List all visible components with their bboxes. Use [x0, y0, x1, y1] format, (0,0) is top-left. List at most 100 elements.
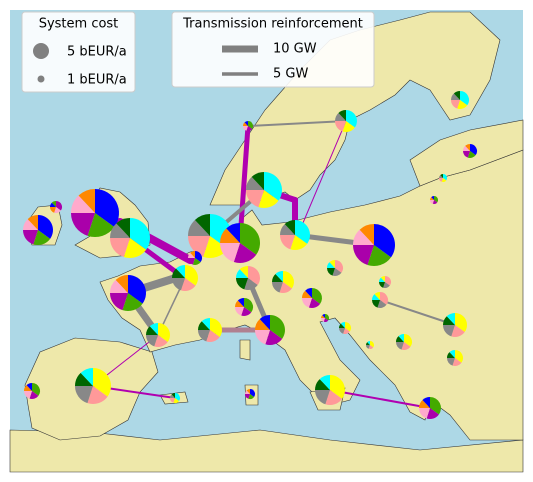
- pie-wedge: [239, 266, 248, 278]
- pie-wedge: [201, 318, 210, 330]
- pie-wedge: [75, 386, 93, 404]
- pie-wedge: [452, 358, 462, 366]
- pie-wedge: [244, 121, 248, 126]
- pie-wedge: [367, 341, 370, 345]
- pie-wedge: [335, 121, 346, 132]
- pie-wedge: [195, 251, 203, 263]
- pie-wedge: [465, 144, 470, 151]
- pie-wedge: [467, 151, 476, 158]
- pie-wedge: [206, 330, 220, 342]
- pie-wedge: [368, 345, 374, 349]
- pie-wedge: [272, 282, 283, 293]
- pie-wedge: [280, 235, 295, 250]
- pie-wedge: [237, 298, 244, 307]
- pie-wedge: [33, 230, 51, 246]
- pie-wedge: [26, 383, 32, 391]
- pie-wedge: [379, 282, 385, 288]
- pie-wedge: [185, 265, 198, 286]
- pie-wedge: [380, 292, 388, 305]
- pie-wedge: [23, 230, 38, 245]
- pie-wedge: [246, 190, 264, 208]
- pie-wedge: [430, 200, 434, 204]
- pie-wedge: [87, 386, 108, 404]
- pie-wedge: [198, 330, 210, 342]
- pie-wedge: [171, 393, 175, 398]
- pie-wedge: [175, 392, 181, 401]
- pie-wedge: [194, 214, 210, 236]
- pie-wedge: [180, 278, 196, 291]
- pie-wedge: [372, 300, 380, 308]
- pie-wedge: [455, 350, 463, 363]
- pie-wedge: [443, 325, 455, 337]
- pie-wedge: [380, 276, 385, 282]
- pie-wedge: [233, 243, 257, 263]
- pie-wedge: [244, 298, 254, 313]
- pie-wedge: [325, 390, 343, 405]
- pie-wedge: [188, 258, 195, 265]
- pie-wedge: [210, 318, 223, 338]
- pie-wedge: [258, 190, 279, 208]
- pie-wedge: [220, 228, 240, 243]
- pie-wedge: [422, 397, 430, 408]
- pie-wedge: [259, 315, 270, 330]
- pie-wedge: [236, 269, 248, 278]
- pie-wedge: [343, 328, 350, 334]
- legend-label: 1 bEUR/a: [67, 73, 127, 88]
- pie-wedge: [338, 110, 346, 121]
- pie-wedge: [359, 224, 374, 245]
- pie-wedge: [176, 265, 185, 278]
- pie-wedge: [23, 219, 38, 230]
- pie-wedge: [374, 292, 380, 300]
- pie-wedge: [339, 328, 345, 334]
- pie-wedge: [24, 391, 32, 399]
- pie-wedge: [305, 288, 312, 298]
- pie-wedge: [284, 220, 295, 235]
- pie-wedge: [327, 268, 335, 276]
- pie-wedge: [243, 126, 248, 131]
- pie-wedge: [280, 224, 295, 235]
- pie-wedge: [236, 278, 248, 290]
- pie-wedge: [321, 315, 325, 318]
- pie-wedge: [80, 367, 93, 386]
- pie-wedge: [93, 368, 112, 397]
- pie-wedge: [203, 236, 228, 259]
- pie-wedge: [327, 262, 335, 268]
- pie-wedge: [248, 266, 260, 286]
- pie-wedge: [240, 223, 260, 255]
- pie-wedge: [255, 319, 270, 330]
- pie-wedge: [110, 238, 130, 258]
- pie-wedge: [366, 342, 370, 345]
- pie-wedge: [315, 379, 330, 390]
- pie-wedge: [366, 345, 370, 349]
- pie-wedge: [122, 293, 143, 311]
- pie-wedge: [50, 207, 56, 213]
- pie-wedge: [385, 276, 392, 286]
- pie-wedge: [443, 316, 455, 325]
- pie-wedge: [329, 259, 335, 268]
- pie-wedge: [198, 321, 210, 330]
- pie-wedge: [272, 273, 283, 282]
- link: [329, 389, 431, 409]
- pie-wedge: [431, 196, 434, 200]
- pie-wedge: [110, 279, 128, 293]
- pie-wedge: [302, 298, 312, 308]
- pie-wedge: [396, 342, 404, 350]
- pie-wedge: [110, 293, 128, 311]
- pie-wedge: [270, 315, 286, 339]
- pie-wedge: [321, 318, 325, 322]
- pie-wedge: [246, 126, 253, 131]
- pie-wedge: [319, 375, 330, 390]
- pie-wedge: [246, 176, 264, 190]
- pie-wedge: [398, 334, 404, 342]
- pie-wedge: [244, 278, 258, 291]
- pie-wedge: [377, 300, 387, 308]
- legend-system-cost: System cost 5 bEUR/a 1 bEUR/a: [21, 11, 136, 93]
- legend-label: 5 GW: [273, 67, 308, 82]
- pie-wedge: [123, 238, 147, 258]
- pie-wedge: [116, 218, 130, 238]
- pie-wedge: [279, 282, 292, 293]
- pie-wedge: [54, 207, 61, 214]
- pie-wedge: [335, 260, 343, 273]
- pie-wedge: [430, 397, 442, 415]
- pie-wedge: [246, 389, 250, 394]
